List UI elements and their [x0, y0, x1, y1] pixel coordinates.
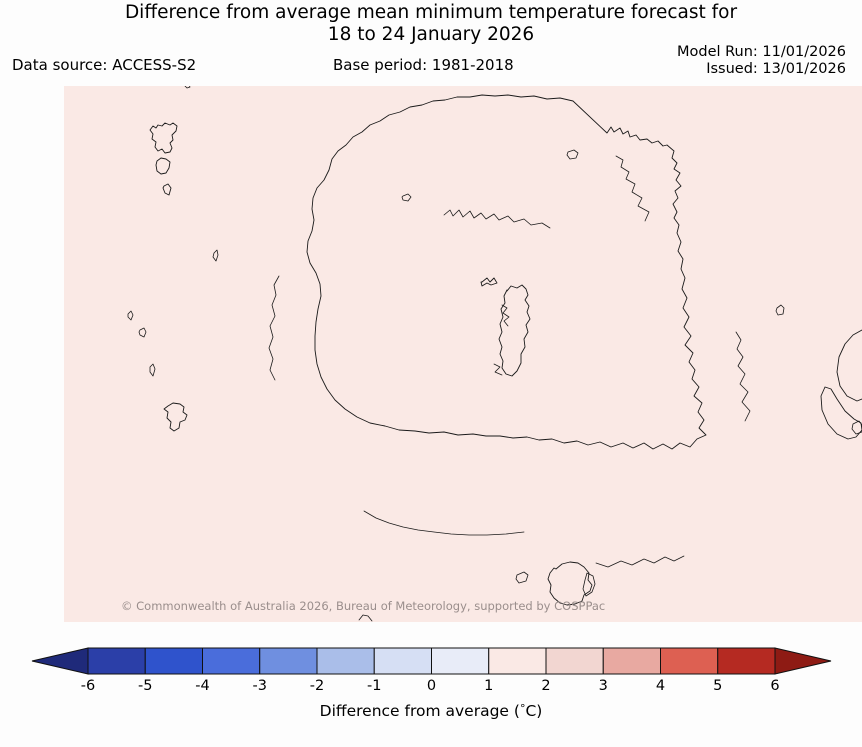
data-source-label: Data source: ACCESS-S2 [12, 56, 197, 74]
coast-detail-south [363, 510, 525, 536]
island-northwest-mid [155, 157, 171, 175]
coastline-overlay [127, 86, 862, 622]
island-northwest-large [149, 122, 178, 154]
colorbar-tick-label: 1 [484, 678, 494, 694]
colorbar-tick-label: 5 [713, 678, 723, 694]
base-period-label: Base period: 1981-2018 [333, 56, 514, 74]
colorbar-extend-max-arrow [774, 647, 832, 675]
run-info-block: Model Run: 11/01/2026 Issued: 13/01/2026 [677, 44, 846, 78]
coast-detail-northeast [615, 155, 650, 222]
colorbar-swatches[interactable] [0, 630, 862, 690]
colorbar-segment[interactable] [87, 647, 146, 675]
colorbar-tick-label: 0 [426, 678, 437, 694]
colorbar-segment[interactable] [202, 647, 261, 675]
map-copyright-credit: © Commonwealth of Australia 2026, Bureau… [121, 599, 606, 613]
colorbar-tick-label: -5 [138, 678, 153, 694]
coast-fragment-bottom [358, 614, 373, 622]
islet-west-1 [127, 310, 134, 321]
coast-detail-north [443, 209, 551, 229]
page-title: Difference from average mean minimum tem… [0, 2, 862, 46]
colorbar-segment[interactable] [316, 647, 375, 675]
island-southwest [163, 402, 188, 432]
islet-east-far [851, 420, 862, 435]
colorbar-tick-label: 2 [541, 678, 551, 694]
island-central-spur [493, 363, 503, 376]
metadata-row: Data source: ACCESS-S2 Base period: 1981… [0, 44, 862, 78]
colorbar-tick-label: 4 [655, 678, 666, 694]
coast-detail-southeast [595, 555, 685, 568]
colorbar-tick-label: 6 [770, 678, 780, 694]
coast-detail-east [735, 331, 751, 422]
colorbar-tick-label: 3 [598, 678, 608, 694]
colorbar-segment[interactable] [602, 647, 661, 675]
colorbar-segment[interactable] [259, 647, 318, 675]
colorbar-tick-label: -4 [195, 678, 210, 694]
colorbar-tick-label: -1 [367, 678, 382, 694]
island-south-spur [582, 572, 596, 597]
map-plot-area[interactable]: © Commonwealth of Australia 2026, Bureau… [64, 86, 862, 622]
colorbar-axis-label: Difference from average (°C) [0, 702, 862, 720]
colorbar-extend-min-arrow [31, 647, 89, 675]
main-island-coastline [306, 94, 707, 450]
islet-west-3 [149, 363, 156, 377]
islet-west-4 [212, 249, 219, 262]
page-title-line-2: 18 to 24 January 2026 [327, 24, 535, 45]
colorbar-segment[interactable] [144, 647, 203, 675]
colorbar-segment[interactable] [545, 647, 604, 675]
islet-east-1 [775, 304, 785, 316]
colorbar-segment[interactable] [488, 647, 547, 675]
colorbar-segment[interactable] [373, 647, 432, 675]
islet-north-1 [401, 193, 412, 202]
colorbar-segment[interactable] [660, 647, 719, 675]
island-south-large [547, 561, 593, 606]
page-title-line-1: Difference from average mean minimum tem… [124, 2, 738, 23]
island-central [498, 284, 531, 377]
island-central-notch [501, 304, 510, 327]
islet-central-north [480, 277, 498, 287]
colorbar-segment[interactable] [717, 647, 776, 675]
islet-north-2 [566, 149, 579, 160]
colorbar[interactable]: -6 -5 -4 -3 -2 -1 0 1 2 3 4 5 6 Difference from aver… [0, 630, 862, 747]
islet-south-small [515, 571, 529, 584]
colorbar-tick-label: -6 [80, 678, 96, 694]
island-east-clipped-lower [820, 386, 862, 440]
island-northwest-small [162, 183, 172, 196]
degree-symbol: ° [519, 702, 526, 715]
issued-label: Issued: 13/01/2026 [706, 61, 846, 77]
colorbar-tick-label: -3 [252, 678, 267, 694]
coast-detail-west [268, 275, 280, 381]
colorbar-axis-label-unit: C) [525, 702, 543, 720]
island-east-clipped-upper [836, 329, 862, 402]
colorbar-segment[interactable] [431, 647, 490, 675]
colorbar-axis-label-text: Difference from average ( [319, 702, 520, 720]
model-run-label: Model Run: 11/01/2026 [676, 44, 846, 60]
islet-west-2 [138, 327, 147, 338]
colorbar-tick-label: -2 [309, 678, 325, 694]
coast-fragment-top [184, 86, 191, 89]
